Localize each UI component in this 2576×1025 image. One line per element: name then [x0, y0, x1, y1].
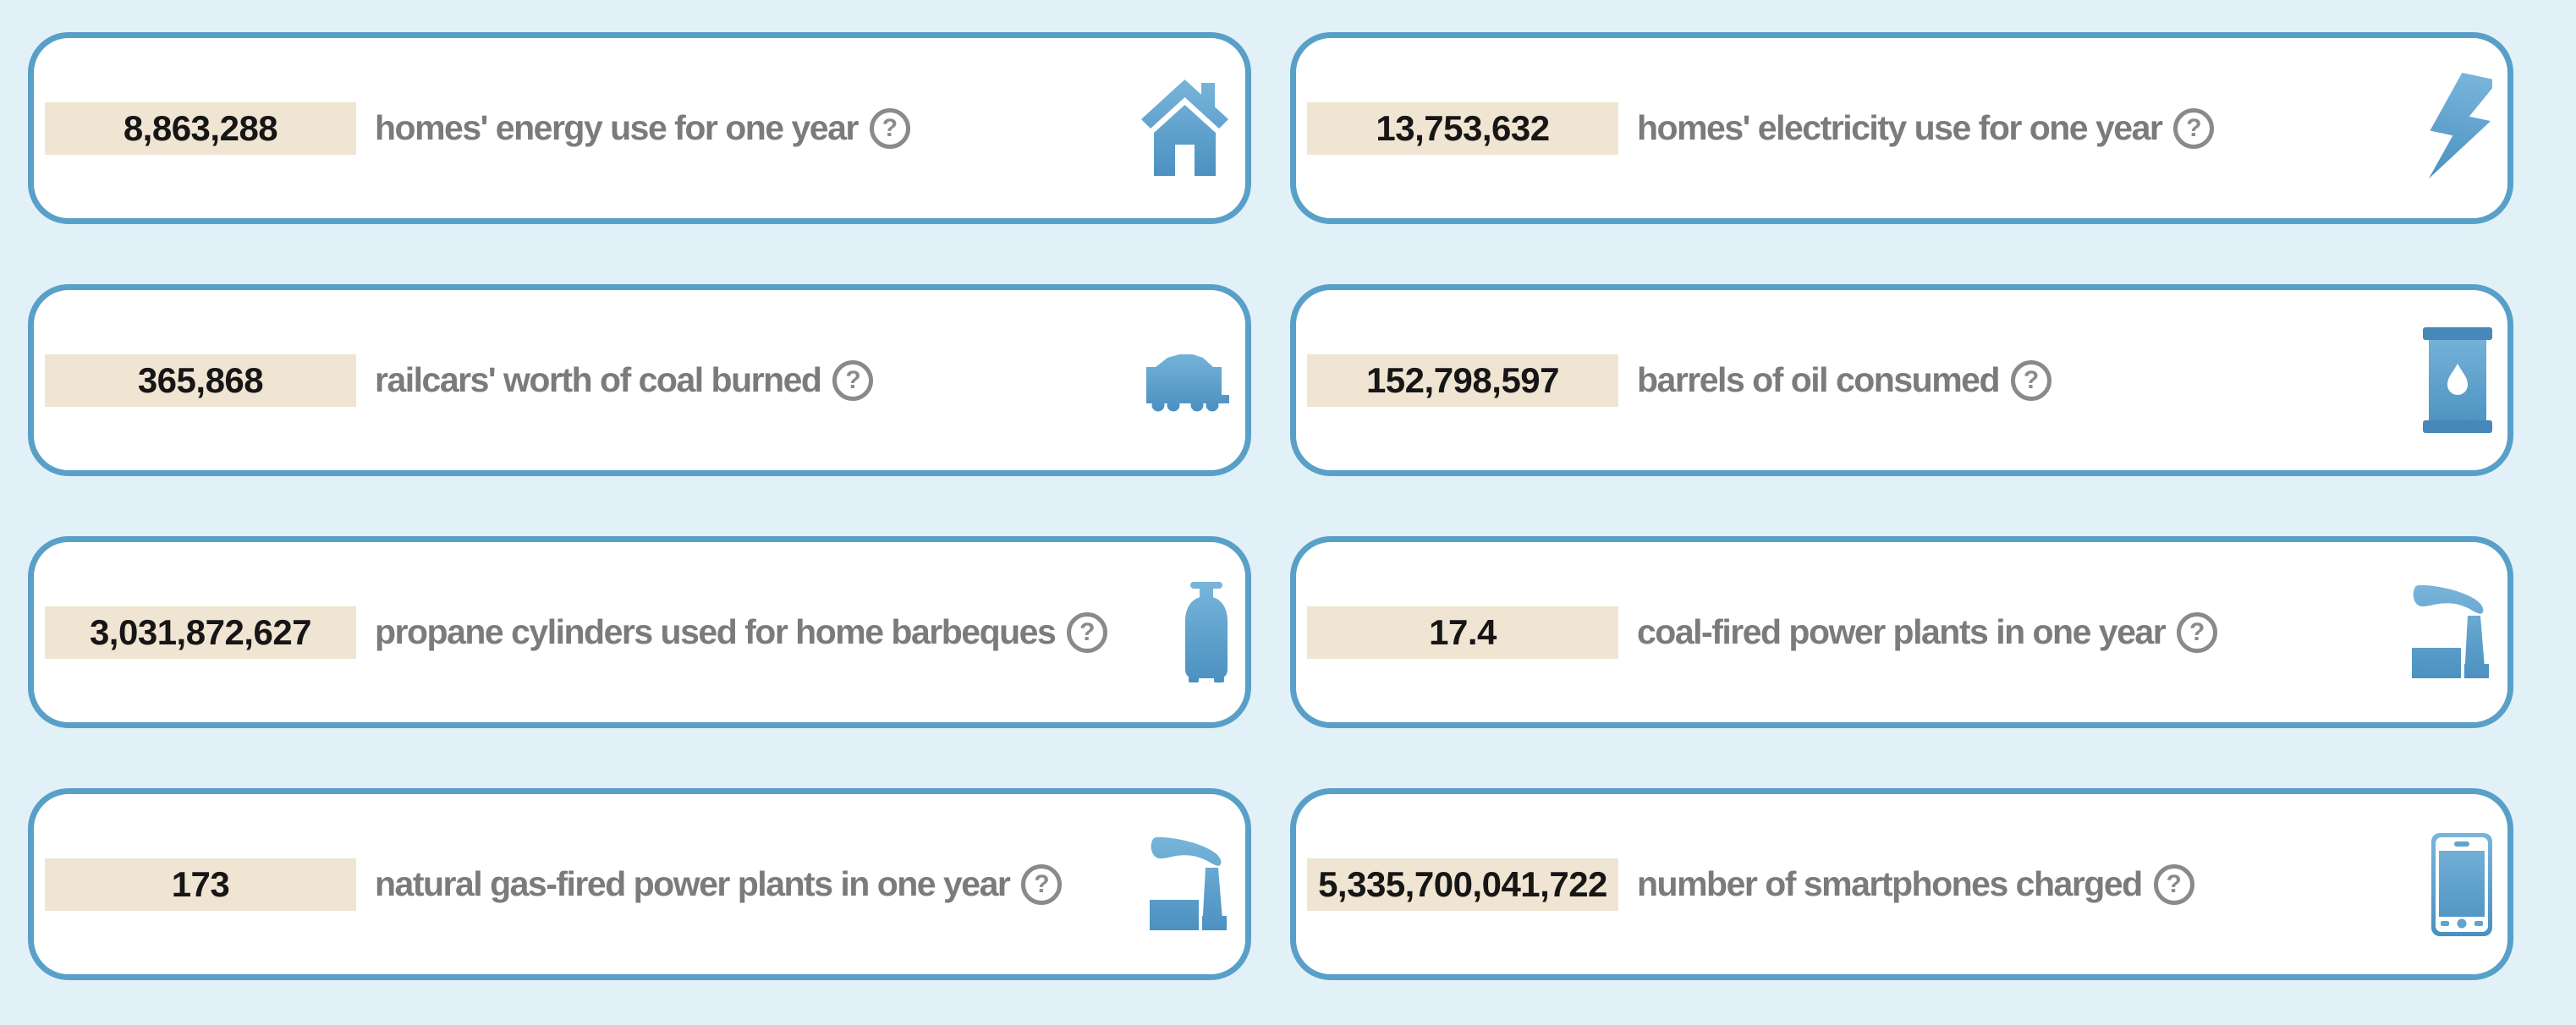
help-icon[interactable]: ?: [2011, 359, 2051, 401]
railcar-icon: [1145, 349, 1230, 412]
equivalency-card-coal-plants: 17.4 coal-fired power plants in one year…: [1290, 536, 2513, 728]
help-symbol: ?: [1079, 617, 1096, 646]
equivalency-card-gas-plants: 173 natural gas-fired power plants in on…: [28, 788, 1251, 980]
help-symbol: ?: [2186, 113, 2202, 142]
help-symbol: ?: [1034, 869, 1050, 898]
equivalency-label: homes' energy use for one year: [375, 108, 859, 147]
equivalency-value: 13,753,632: [1307, 101, 1618, 155]
equivalency-card-railcars-coal: 365,868 railcars' worth of coal burned ?: [28, 284, 1251, 476]
house-icon: [1140, 79, 1230, 178]
equivalency-value: 5,335,700,041,722: [1307, 858, 1618, 911]
equivalency-card-propane-cylinders: 3,031,872,627 propane cylinders used for…: [28, 536, 1251, 728]
help-symbol: ?: [882, 113, 898, 142]
lightning-bolt-icon: [2425, 72, 2492, 185]
help-icon[interactable]: ?: [1021, 863, 1063, 905]
help-symbol: ?: [2189, 617, 2205, 646]
smartphone-icon: [2431, 832, 2492, 936]
oil-barrel-icon: [2423, 327, 2492, 433]
equivalency-label: natural gas-fired power plants in one ye…: [375, 864, 1011, 903]
equivalency-value: 8,863,288: [45, 101, 356, 155]
power-plant-icon: [2412, 584, 2492, 681]
equivalency-value: 3,031,872,627: [45, 606, 356, 659]
equivalency-value: 365,868: [45, 354, 356, 407]
equivalency-label: number of smartphones charged: [1637, 864, 2143, 903]
equivalency-card-homes-electricity: 13,753,632 homes' electricity use for on…: [1290, 32, 2513, 224]
help-icon[interactable]: ?: [869, 107, 910, 149]
help-icon[interactable]: ?: [2153, 863, 2194, 905]
equivalency-label: coal-fired power plants in one year: [1637, 612, 2167, 651]
equivalency-label: barrels of oil consumed: [1637, 360, 2001, 399]
equivalency-label: propane cylinders used for home barbeque…: [375, 612, 1057, 651]
help-symbol: ?: [845, 365, 861, 394]
equivalency-card-barrels-oil: 152,798,597 barrels of oil consumed ?: [1290, 284, 2513, 476]
help-symbol: ?: [2166, 869, 2182, 898]
help-icon[interactable]: ?: [1067, 611, 1108, 653]
help-icon[interactable]: ?: [2177, 611, 2218, 653]
equivalency-results-grid: 8,863,288 homes' energy use for one year…: [28, 32, 2513, 980]
equivalency-card-smartphones: 5,335,700,041,722 number of smartphones …: [1290, 788, 2513, 980]
help-icon[interactable]: ?: [832, 359, 874, 401]
power-plant-icon: [1150, 836, 1230, 933]
equivalency-value: 173: [45, 858, 356, 911]
propane-cylinder-icon: [1183, 581, 1230, 683]
equivalency-label: homes' electricity use for one year: [1637, 108, 2163, 147]
help-symbol: ?: [2023, 365, 2040, 394]
equivalency-value: 17.4: [1307, 606, 1618, 659]
equivalency-value: 152,798,597: [1307, 354, 1618, 407]
help-icon[interactable]: ?: [2173, 107, 2215, 149]
equivalency-label: railcars' worth of coal burned: [375, 360, 822, 399]
equivalency-card-homes-energy: 8,863,288 homes' energy use for one year…: [28, 32, 1251, 224]
